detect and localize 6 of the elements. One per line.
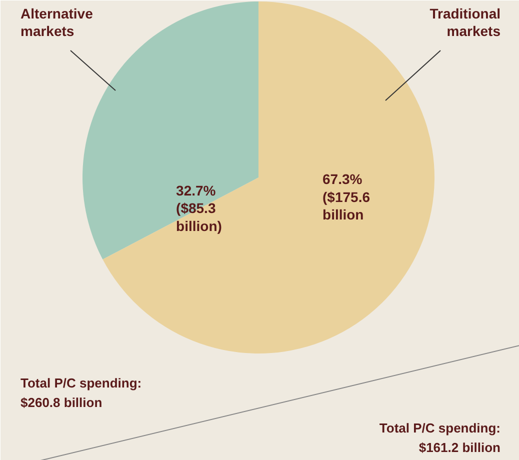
slice-label: Alternative markets [20,6,94,40]
text: Total P/C spending: $260.8 billion [20,376,142,410]
data-label: 67.3% ($175.6 billion [322,171,370,222]
slice-label: Traditional markets [430,6,501,40]
text: Total P/C spending: $161.2 billion [379,420,501,455]
data-label: 32.7% ($85.3 billion) [176,182,222,234]
